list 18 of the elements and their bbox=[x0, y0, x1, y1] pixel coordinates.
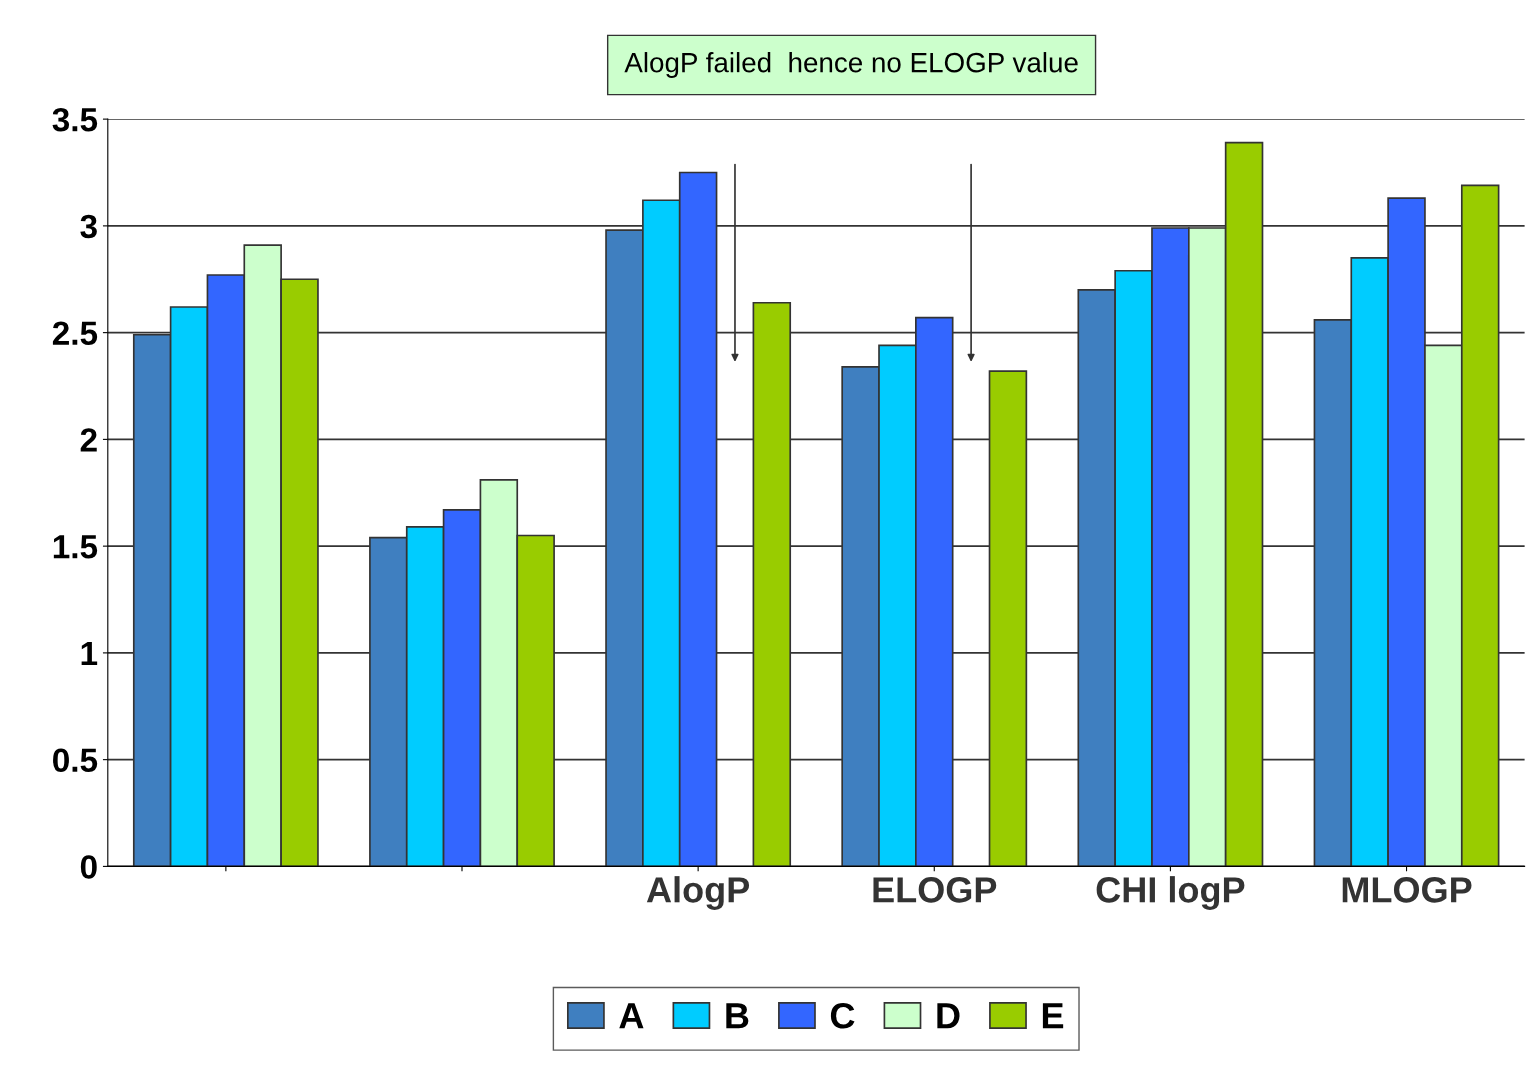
text: AlogP failed hence no ELOGP value bbox=[624, 52, 1078, 78]
y-tick-label: 1.5 bbox=[53, 535, 98, 559]
x-tick-label: CHI logP bbox=[1096, 876, 1245, 910]
y-tick-label: 0.5 bbox=[53, 748, 98, 773]
x-tick-label: ELOGP bbox=[873, 877, 997, 903]
legend-label: A bbox=[619, 1003, 644, 1029]
x-tick-label: MLOGP bbox=[1342, 877, 1472, 903]
y-tick-label: 3 bbox=[80, 214, 97, 239]
y-tick-label: 1 bbox=[81, 642, 98, 665]
y-tick-label: 2.5 bbox=[52, 321, 98, 346]
legend-label: E bbox=[1042, 1003, 1064, 1029]
x-tick-label: AlogP bbox=[646, 876, 750, 910]
y-tick-label: 2 bbox=[80, 428, 97, 452]
y-tick-label: 0 bbox=[80, 855, 97, 879]
legend-label: D bbox=[937, 1003, 960, 1029]
legend-label: C bbox=[830, 1002, 855, 1029]
legend-label: B bbox=[726, 1003, 749, 1029]
y-tick-label: 3.5 bbox=[52, 107, 98, 132]
